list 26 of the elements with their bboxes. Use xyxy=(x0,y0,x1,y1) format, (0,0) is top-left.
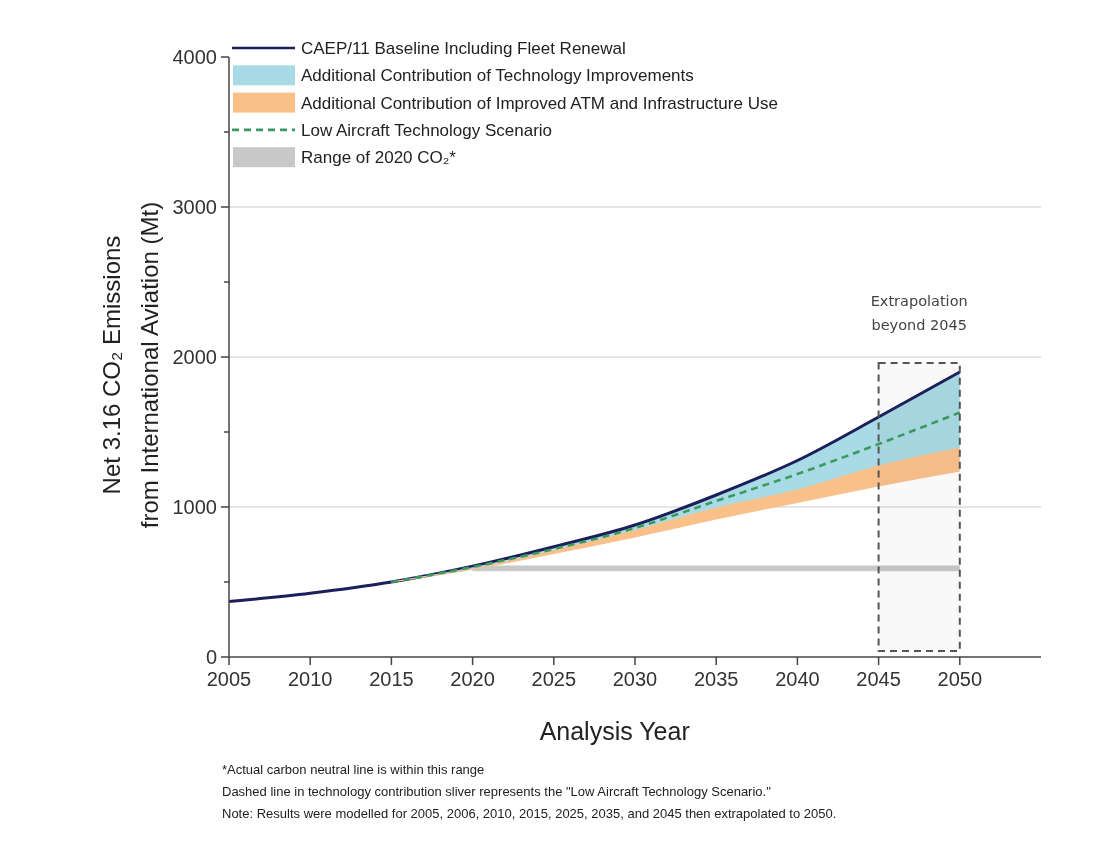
x-tick-label: 2015 xyxy=(369,668,414,690)
y-tick-label: 0 xyxy=(205,646,217,668)
x-tick-label: 2030 xyxy=(612,668,658,690)
text: Dashed line in technology contribution sliver represents the "Low Aircraft Technology Scenario." xyxy=(222,784,772,799)
x-axis-title: Analysis Year xyxy=(539,717,690,745)
x-tick-label: 2045 xyxy=(856,668,901,690)
y-tick-label: 2000 xyxy=(172,346,217,368)
legend-label: Additional Contribution of Technology Improvements xyxy=(301,66,694,86)
legend-label: CAEP/11 Baseline Including Fleet Renewal xyxy=(301,38,626,58)
text: Note: Results were modelled for 2005, 2006, 2010, 2015, 2025, 2035, and 2045 then extrapolated to 2050. xyxy=(222,806,837,821)
band-label: Extrapolation beyond 2045 xyxy=(870,293,968,333)
x-tick-label: 2005 xyxy=(206,668,252,690)
x-tick-label: 2020 xyxy=(450,668,495,690)
legend-label: Additional Contribution of Improved ATM and Infrastructure Use xyxy=(301,93,778,113)
x-tick-label: 2040 xyxy=(775,668,820,690)
x-tick-label: 2035 xyxy=(693,668,739,690)
y-axis-title: Net 3.16 CO₂ Emissions from International Aviation (Mt) xyxy=(98,201,163,529)
x-tick-label: 2010 xyxy=(287,668,333,690)
y-tick-label: 4000 xyxy=(172,46,217,68)
text: *Actual carbon neutral line is within this range xyxy=(222,762,485,777)
legend-label: Range of 2020 CO₂* xyxy=(301,148,457,168)
y-tick-label: 1000 xyxy=(172,496,217,518)
x-tick-label: 2050 xyxy=(937,668,983,690)
legend-label: Low Aircraft Technology Scenario xyxy=(301,120,553,140)
y-tick-label: 3000 xyxy=(172,196,217,218)
x-tick-label: 2025 xyxy=(531,668,577,690)
